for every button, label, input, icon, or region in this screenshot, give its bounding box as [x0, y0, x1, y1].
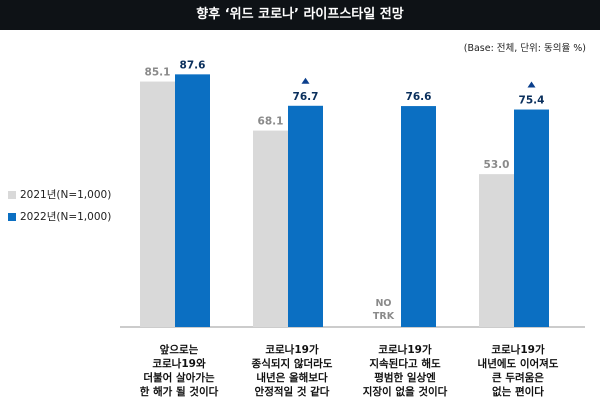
- unit-note: (Base: 전체, 단위: 동의율 %): [463, 43, 586, 54]
- legend-swatch-2022: [8, 212, 16, 221]
- bar-2022: [175, 74, 210, 327]
- category-label: 코로나19가 내년에도 이어져도 큰 두려움은 없는 편이다: [477, 344, 559, 398]
- legend-item-2022: 2022년(N=1,000): [8, 209, 111, 224]
- bar-2022: [401, 106, 436, 327]
- bar-2022: [288, 105, 323, 327]
- legend-label-2022: 2022년(N=1,000): [20, 211, 112, 223]
- data-label-2022: 76.6: [406, 91, 432, 103]
- data-label-2022: 76.7: [293, 91, 319, 103]
- category-label: 코로나19가 지속된다고 해도 평범한 일상엔 지장이 없을 것이다: [362, 344, 448, 398]
- bar-2021: [479, 174, 514, 327]
- bar-2021: [140, 81, 175, 327]
- data-label-2021: 53.0: [484, 159, 510, 171]
- chart-title: 향후 ‘위드 코로나’ 라이프스타일 전망: [0, 0, 600, 30]
- bar-2022: [514, 109, 549, 327]
- category-label: 앞으로는 코로나19와 더불어 살아가는 한 해가 될 것이다: [139, 344, 219, 398]
- data-label-2022: 87.6: [180, 59, 206, 71]
- bar-2021: [253, 130, 288, 327]
- category-label: 코로나19가 종식되지 않더라도 내년은 올해보다 안정적일 것 같다: [251, 344, 333, 398]
- legend-swatch-2021: [8, 190, 16, 199]
- no-tracking-label: NO: [375, 298, 391, 309]
- data-label-2021: 85.1: [145, 67, 171, 79]
- legend-label-2021: 2021년(N=1,000): [20, 189, 112, 201]
- increase-marker: [301, 77, 310, 84]
- data-label-2022: 75.4: [519, 95, 545, 107]
- data-label-2021: 68.1: [258, 116, 284, 128]
- legend-item-2021: 2021년(N=1,000): [8, 187, 111, 202]
- increase-marker: [527, 81, 536, 88]
- no-tracking-label: TRK: [373, 311, 395, 322]
